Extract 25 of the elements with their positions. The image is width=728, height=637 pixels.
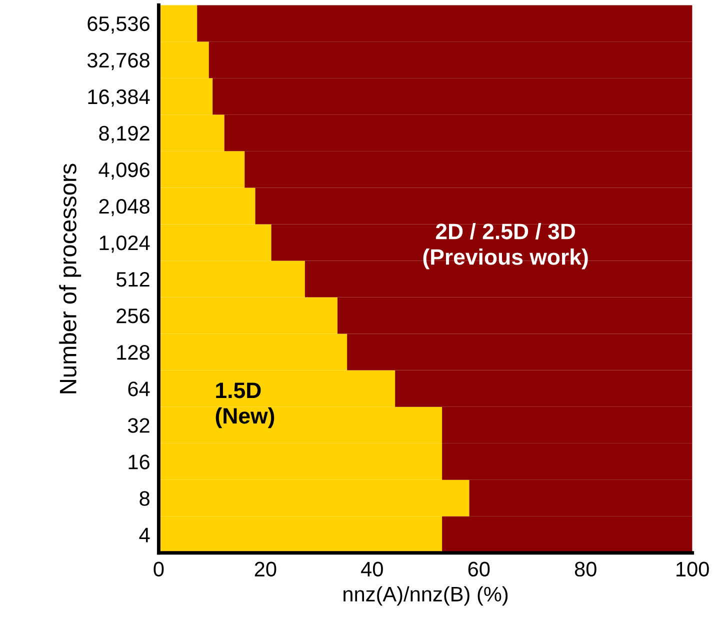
y-tick-label: 512 bbox=[116, 272, 150, 287]
y-tick-label: 8,192 bbox=[99, 126, 150, 144]
x-tick-label: 80 bbox=[574, 562, 596, 577]
y-tick-label: 1,024 bbox=[100, 235, 150, 253]
y-tick-label: 64 bbox=[128, 382, 150, 396]
x-tick-label: 20 bbox=[254, 562, 276, 577]
y-tick-label: 32,768 bbox=[87, 52, 150, 70]
x-tick-label: 100 bbox=[676, 562, 709, 577]
annotation: 2D / 2.5D / 3D (Previous work) bbox=[423, 223, 588, 270]
y-tick-label: 4 bbox=[139, 528, 150, 542]
x-tick-label: 0 bbox=[154, 562, 164, 577]
y-tick-label: 128 bbox=[117, 345, 150, 360]
annotation: 1.5D (New) bbox=[216, 382, 274, 428]
y-tick-label: 16,384 bbox=[88, 89, 150, 107]
y-tick-label: 2,048 bbox=[99, 198, 150, 216]
x-tick-label: 60 bbox=[468, 562, 490, 577]
x-tick-label: 40 bbox=[361, 562, 383, 577]
y-axis-title: Number of processors bbox=[59, 164, 82, 394]
y-tick-label: 4,096 bbox=[98, 162, 150, 180]
y-tick-label: 8 bbox=[140, 491, 150, 506]
x-axis-title: nnz(A)/nnz(B) (%) bbox=[344, 586, 508, 606]
y-tick-label: 65,536 bbox=[88, 16, 150, 34]
y-tick-label: 32 bbox=[128, 418, 150, 433]
y-tick-label: 256 bbox=[116, 308, 150, 324]
y-tick-label: 16 bbox=[128, 454, 150, 470]
